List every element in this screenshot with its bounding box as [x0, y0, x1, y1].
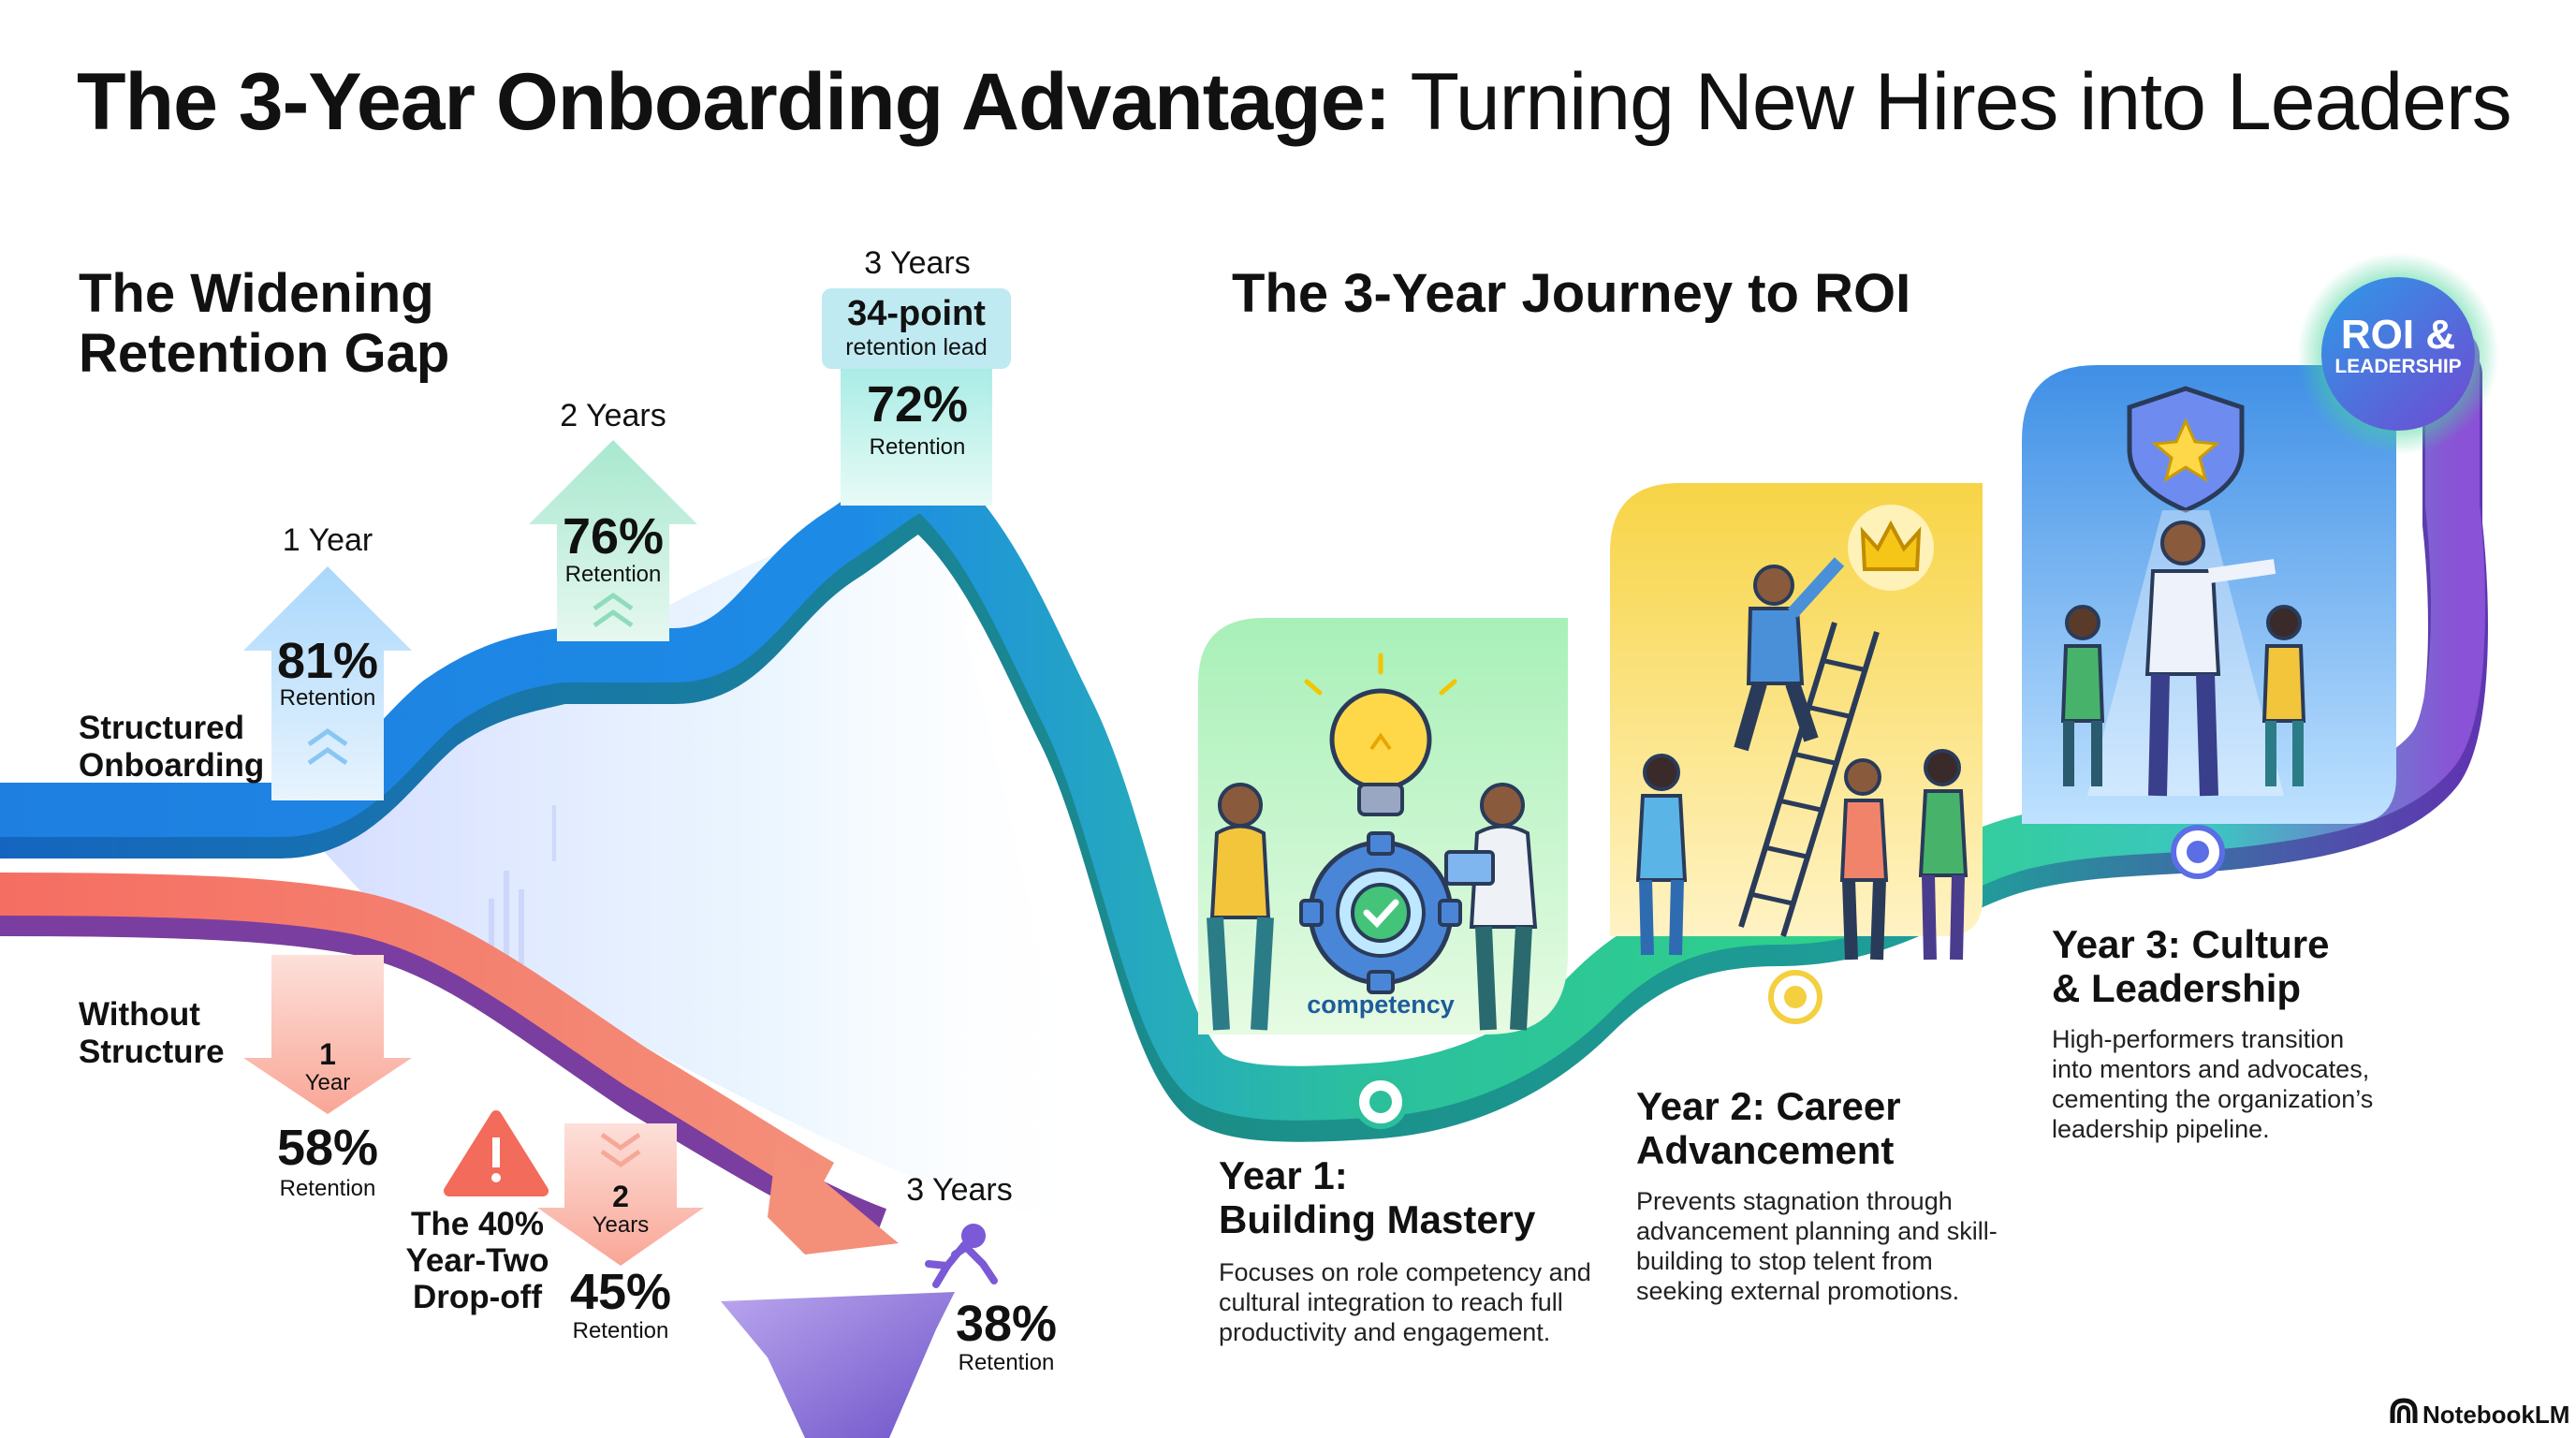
- without-3yr-value: 38%: [955, 1296, 1058, 1352]
- stage-year2-desc: Prevents stagnation through advancement …: [1636, 1187, 1998, 1305]
- without-3yr-period: 3 Years: [906, 1172, 1013, 1208]
- stage-year1: Year 1: Building Mastery Focuses on role…: [1219, 1153, 1631, 1348]
- stage-year3: Year 3: Culture & Leadership High-perfor…: [2052, 922, 2464, 1145]
- structured-3yr-period: 3 Years: [864, 245, 971, 281]
- stage-year2-title: Year 2: Career Advancement: [1636, 1084, 1901, 1173]
- retention-lead-caption: retention lead: [845, 334, 988, 360]
- journey-heading: The 3-Year Journey to ROI: [1232, 263, 1911, 324]
- roi-badge-label: ROI & LEADERSHIP: [2334, 312, 2462, 378]
- milestone-dot-year1: [1354, 1075, 1408, 1129]
- down-arrow-2yr: [537, 1123, 704, 1266]
- year1-person-right: [1444, 783, 1538, 1031]
- up-arrow-3yr: [841, 365, 992, 506]
- up-arrow-2yr: [529, 440, 697, 641]
- gap-heading-line2: Retention Gap: [79, 322, 450, 384]
- down-arrow-1yr: [243, 955, 412, 1114]
- crown-icon: [1848, 505, 1934, 591]
- stage-year2: Year 2: Career Advancement Prevents stag…: [1636, 1084, 2048, 1307]
- milestone-dot-year2: [1768, 970, 1822, 1024]
- retention-lead-box: 34-point retention lead: [822, 288, 1011, 369]
- year2-climber: [1734, 557, 1845, 752]
- year3-mentees: [2060, 605, 2306, 786]
- year2-people-group: [1635, 749, 1969, 961]
- competency-label: competency: [1307, 990, 1455, 1019]
- without-line: [0, 873, 835, 1201]
- stage-year1-title: Year 1: Building Mastery: [1219, 1153, 1536, 1242]
- structured-3yr-caption: Retention: [869, 434, 966, 460]
- shield-star-icon: [2127, 386, 2245, 513]
- year3-leader: [2144, 521, 2276, 797]
- up-arrow-1yr: [243, 566, 412, 800]
- cliff: [721, 1292, 955, 1438]
- without-arrowhead: [768, 1142, 899, 1255]
- retention-lead-value: 34-point: [847, 294, 986, 333]
- structured-1yr-value: 81%: [276, 633, 379, 689]
- structured-2yr-value: 76%: [562, 508, 665, 565]
- without-1yr-value: 58%: [276, 1120, 379, 1176]
- dropoff-label: The 40% Year-Two Drop-off: [405, 1206, 549, 1316]
- without-1yr-period: 1 Year: [304, 1037, 351, 1095]
- structured-2yr-period: 2 Years: [560, 398, 666, 433]
- without-2yr-caption: Retention: [572, 1318, 669, 1343]
- falling-person-icon: [925, 1224, 998, 1288]
- stage-year3-title: Year 3: Culture & Leadership: [2052, 922, 2330, 1011]
- without-2yr-period: 2 Years: [592, 1180, 650, 1238]
- gear-check-icon: [1299, 831, 1462, 994]
- warning-icon: [444, 1110, 549, 1196]
- roi-badge: [2297, 253, 2499, 455]
- stage-year1-desc: Focuses on role competency and cultural …: [1219, 1258, 1591, 1346]
- without-3yr-caption: Retention: [958, 1350, 1055, 1375]
- brand-label: NotebookLM: [2422, 1401, 2570, 1429]
- structured-1yr-caption: Retention: [279, 685, 376, 711]
- fog-decor-bars: [489, 805, 556, 964]
- stage-year3-desc: High-performers transition into mentors …: [2052, 1025, 2374, 1143]
- gap-fog: [281, 506, 1105, 1219]
- lightbulb-icon: [1304, 653, 1457, 816]
- gap-heading: The Widening Retention Gap: [79, 264, 449, 384]
- milestone-dot-year3: [2171, 825, 2225, 879]
- without-structure-label: Without Structure: [79, 996, 225, 1071]
- without-2yr-value: 45%: [569, 1264, 672, 1320]
- ladder-icon: [1738, 622, 1880, 937]
- structured-onboarding-label: Structured Onboarding: [79, 710, 265, 785]
- notebooklm-logo-icon: [2390, 1398, 2418, 1423]
- page-title: The 3-Year Onboarding Advantage: Turning…: [77, 57, 2512, 147]
- structured-3yr-value: 72%: [866, 376, 969, 433]
- gap-heading-line1: The Widening: [79, 263, 434, 324]
- without-1yr-caption: Retention: [279, 1176, 376, 1201]
- structured-1yr-period: 1 Year: [282, 522, 373, 558]
- year1-person-left: [1207, 783, 1274, 1031]
- structured-2yr-caption: Retention: [564, 562, 662, 587]
- without-line-shade: [0, 899, 887, 1244]
